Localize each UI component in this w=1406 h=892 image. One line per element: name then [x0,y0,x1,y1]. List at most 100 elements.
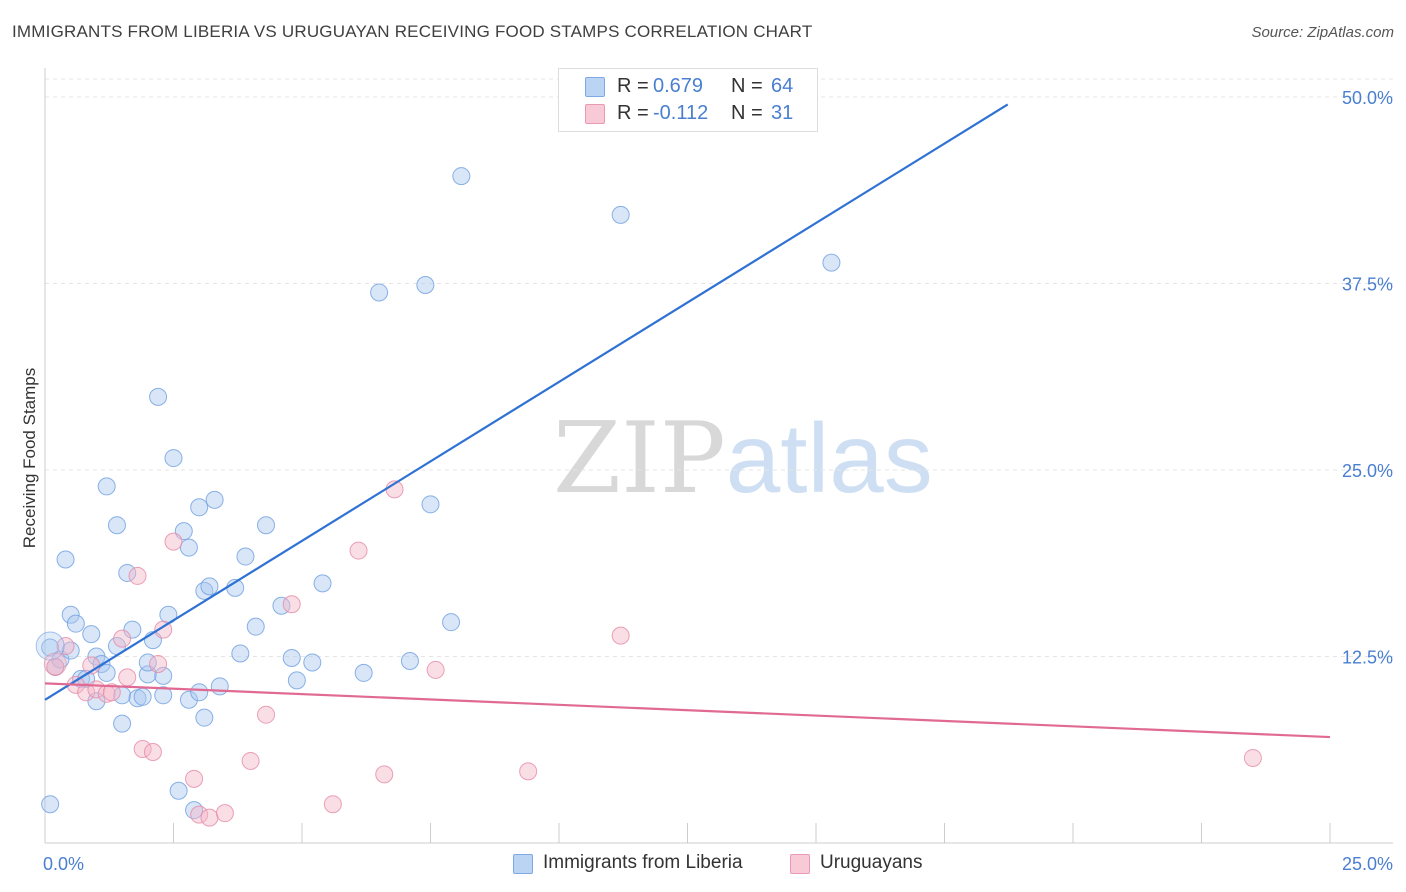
data-point-liberia [179,690,198,709]
data-point-liberia [452,167,471,186]
trend-line-uruguayans [44,682,1331,739]
bottom-legend-swatch-liberia [513,854,533,874]
data-point-uruguayans [154,620,173,639]
tick-labels: 12.5% 25.0% 37.5% 50.0% 0.0% 25.0% [43,88,1393,874]
data-point-liberia [313,574,332,593]
legend-n-label: N = [731,75,763,97]
axes [44,68,1393,844]
data-point-uruguayans [426,660,445,679]
data-point-liberia [200,577,219,596]
data-point-liberia [370,283,389,302]
bottom-legend-label-liberia: Immigrants from Liberia [543,852,743,873]
data-point-liberia [149,387,168,406]
data-point-liberia [416,275,435,294]
data-point-liberia [190,683,209,702]
data-point-liberia [303,653,322,672]
data-point-uruguayans [1243,748,1262,767]
data-point-liberia [421,495,440,514]
data-point-liberia [236,547,255,566]
data-point-liberia [97,477,116,496]
data-point-uruguayans [133,740,152,759]
legend-r-value: 0.679 [653,75,704,97]
watermark-atlas: atlas [725,403,933,513]
data-point-liberia [282,648,301,667]
data-point-liberia [61,605,80,624]
data-point-liberia [97,663,116,682]
data-point-uruguayans [200,808,219,827]
data-point-liberia [246,617,265,636]
data-point-liberia [400,651,419,670]
data-point-uruguayans [611,626,630,645]
data-point-uruguayans [215,804,234,823]
data-point-uruguayans [113,629,132,648]
data-point-uruguayans [519,762,538,781]
data-point-uruguayans [282,595,301,614]
data-point-liberia [154,666,173,685]
data-point-uruguayans [149,654,168,673]
data-point-uruguayans [164,532,183,551]
data-point-uruguayans [241,751,260,770]
data-point-liberia [164,449,183,468]
data-point-liberia [287,671,306,690]
data-point-liberia [354,663,373,682]
data-point-liberia [169,781,188,800]
legend-r-label: R = [617,75,649,97]
data-point-liberia [123,620,142,639]
x-tick-label: 0.0% [43,854,84,874]
data-point-uruguayans [185,769,204,788]
y-tick-label: 50.0% [1342,88,1393,108]
chart-title: IMMIGRANTS FROM LIBERIA VS URUGUAYAN REC… [12,22,813,41]
data-point-liberia [56,550,75,569]
data-point-liberia [113,714,132,733]
data-point-liberia [195,708,214,727]
data-point-liberia [442,613,461,632]
data-point-uruguayans [56,637,75,656]
data-point-uruguayans [102,683,121,702]
y-tick-label: 25.0% [1342,461,1393,481]
trend-line-liberia [44,103,1009,701]
data-point-liberia [118,563,137,582]
data-point-uruguayans [128,566,147,585]
legend-swatch-liberia [585,77,605,97]
data-point-liberia [205,490,224,509]
data-point-liberia [231,644,250,663]
x-tick-label: 25.0% [1342,854,1393,874]
data-point-liberia [190,498,209,517]
data-points [35,89,1262,827]
bottom-legend-label-uruguayans: Uruguayans [820,852,923,873]
watermark: ZIPatlas [553,402,933,516]
data-point-uruguayans [43,652,67,676]
data-point-uruguayans [349,541,368,560]
data-point-liberia [66,614,85,633]
data-point-liberia [611,205,630,224]
legend-n-value: 64 [771,75,794,97]
data-point-liberia [154,686,173,705]
data-point-uruguayans [257,705,276,724]
data-point-liberia [210,677,229,696]
data-point-uruguayans [323,795,342,814]
bottom-legend-swatch-uruguayans [790,854,810,874]
watermark-zip: ZIP [553,402,726,516]
y-tick-label: 12.5% [1342,648,1393,668]
data-point-liberia [41,638,60,657]
trend-lines [44,103,1331,739]
data-point-liberia [257,516,276,535]
legend-r-value: -0.112 [653,102,709,124]
data-point-liberia [82,625,101,644]
source-label: Source: ZipAtlas.com [1251,24,1394,41]
y-axis-label: Receiving Food Stamps [20,367,39,549]
data-point-liberia [41,795,60,814]
data-point-uruguayans [143,742,162,761]
data-point-uruguayans [118,668,137,687]
data-point-uruguayans [190,805,209,824]
legend-r-label: R = [617,102,649,124]
data-point-liberia [107,516,126,535]
data-point-liberia [133,687,152,706]
legend-n-label: N = [731,102,763,124]
gridlines [45,78,1393,657]
data-point-uruguayans [77,683,96,702]
data-point-liberia [179,538,198,557]
legend-swatch-uruguayans [585,104,605,124]
data-point-liberia [822,253,841,272]
